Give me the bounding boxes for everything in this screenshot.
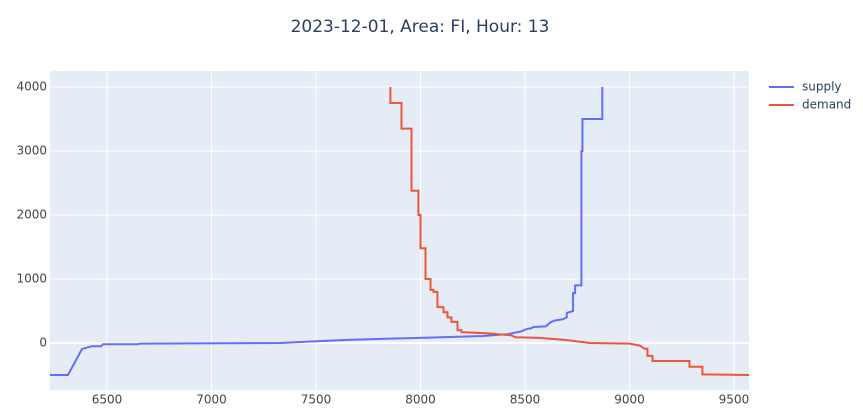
labels: 6500 7000 7500 8000 8500 9000 9500 0 1000 2000 300…: [16, 80, 749, 407]
y-tick-label: 2000: [16, 208, 47, 222]
legend-label: supply: [802, 80, 842, 94]
x-tick-label: 6500: [92, 393, 123, 407]
series-line: [389, 87, 749, 377]
chart-title: 2023-12-01, Area: FI, Hour: 13: [291, 17, 550, 37]
series-line: [50, 87, 604, 377]
x-tick-label: 7000: [196, 393, 227, 407]
lines: [50, 87, 749, 377]
x-tick-label: 9000: [614, 393, 645, 407]
legend-label: demand: [802, 98, 851, 112]
y-tick-label: 0: [39, 336, 47, 350]
y-tick-label: 3000: [16, 144, 47, 158]
x-tick-label: 9500: [719, 393, 750, 407]
x-tick-label: 7500: [301, 393, 332, 407]
plot-area: [50, 71, 749, 390]
y-tick-label: 4000: [16, 80, 47, 94]
y-tick-label: 1000: [16, 272, 47, 286]
x-tick-label: 8000: [405, 393, 436, 407]
x-tick-label: 8500: [510, 393, 541, 407]
